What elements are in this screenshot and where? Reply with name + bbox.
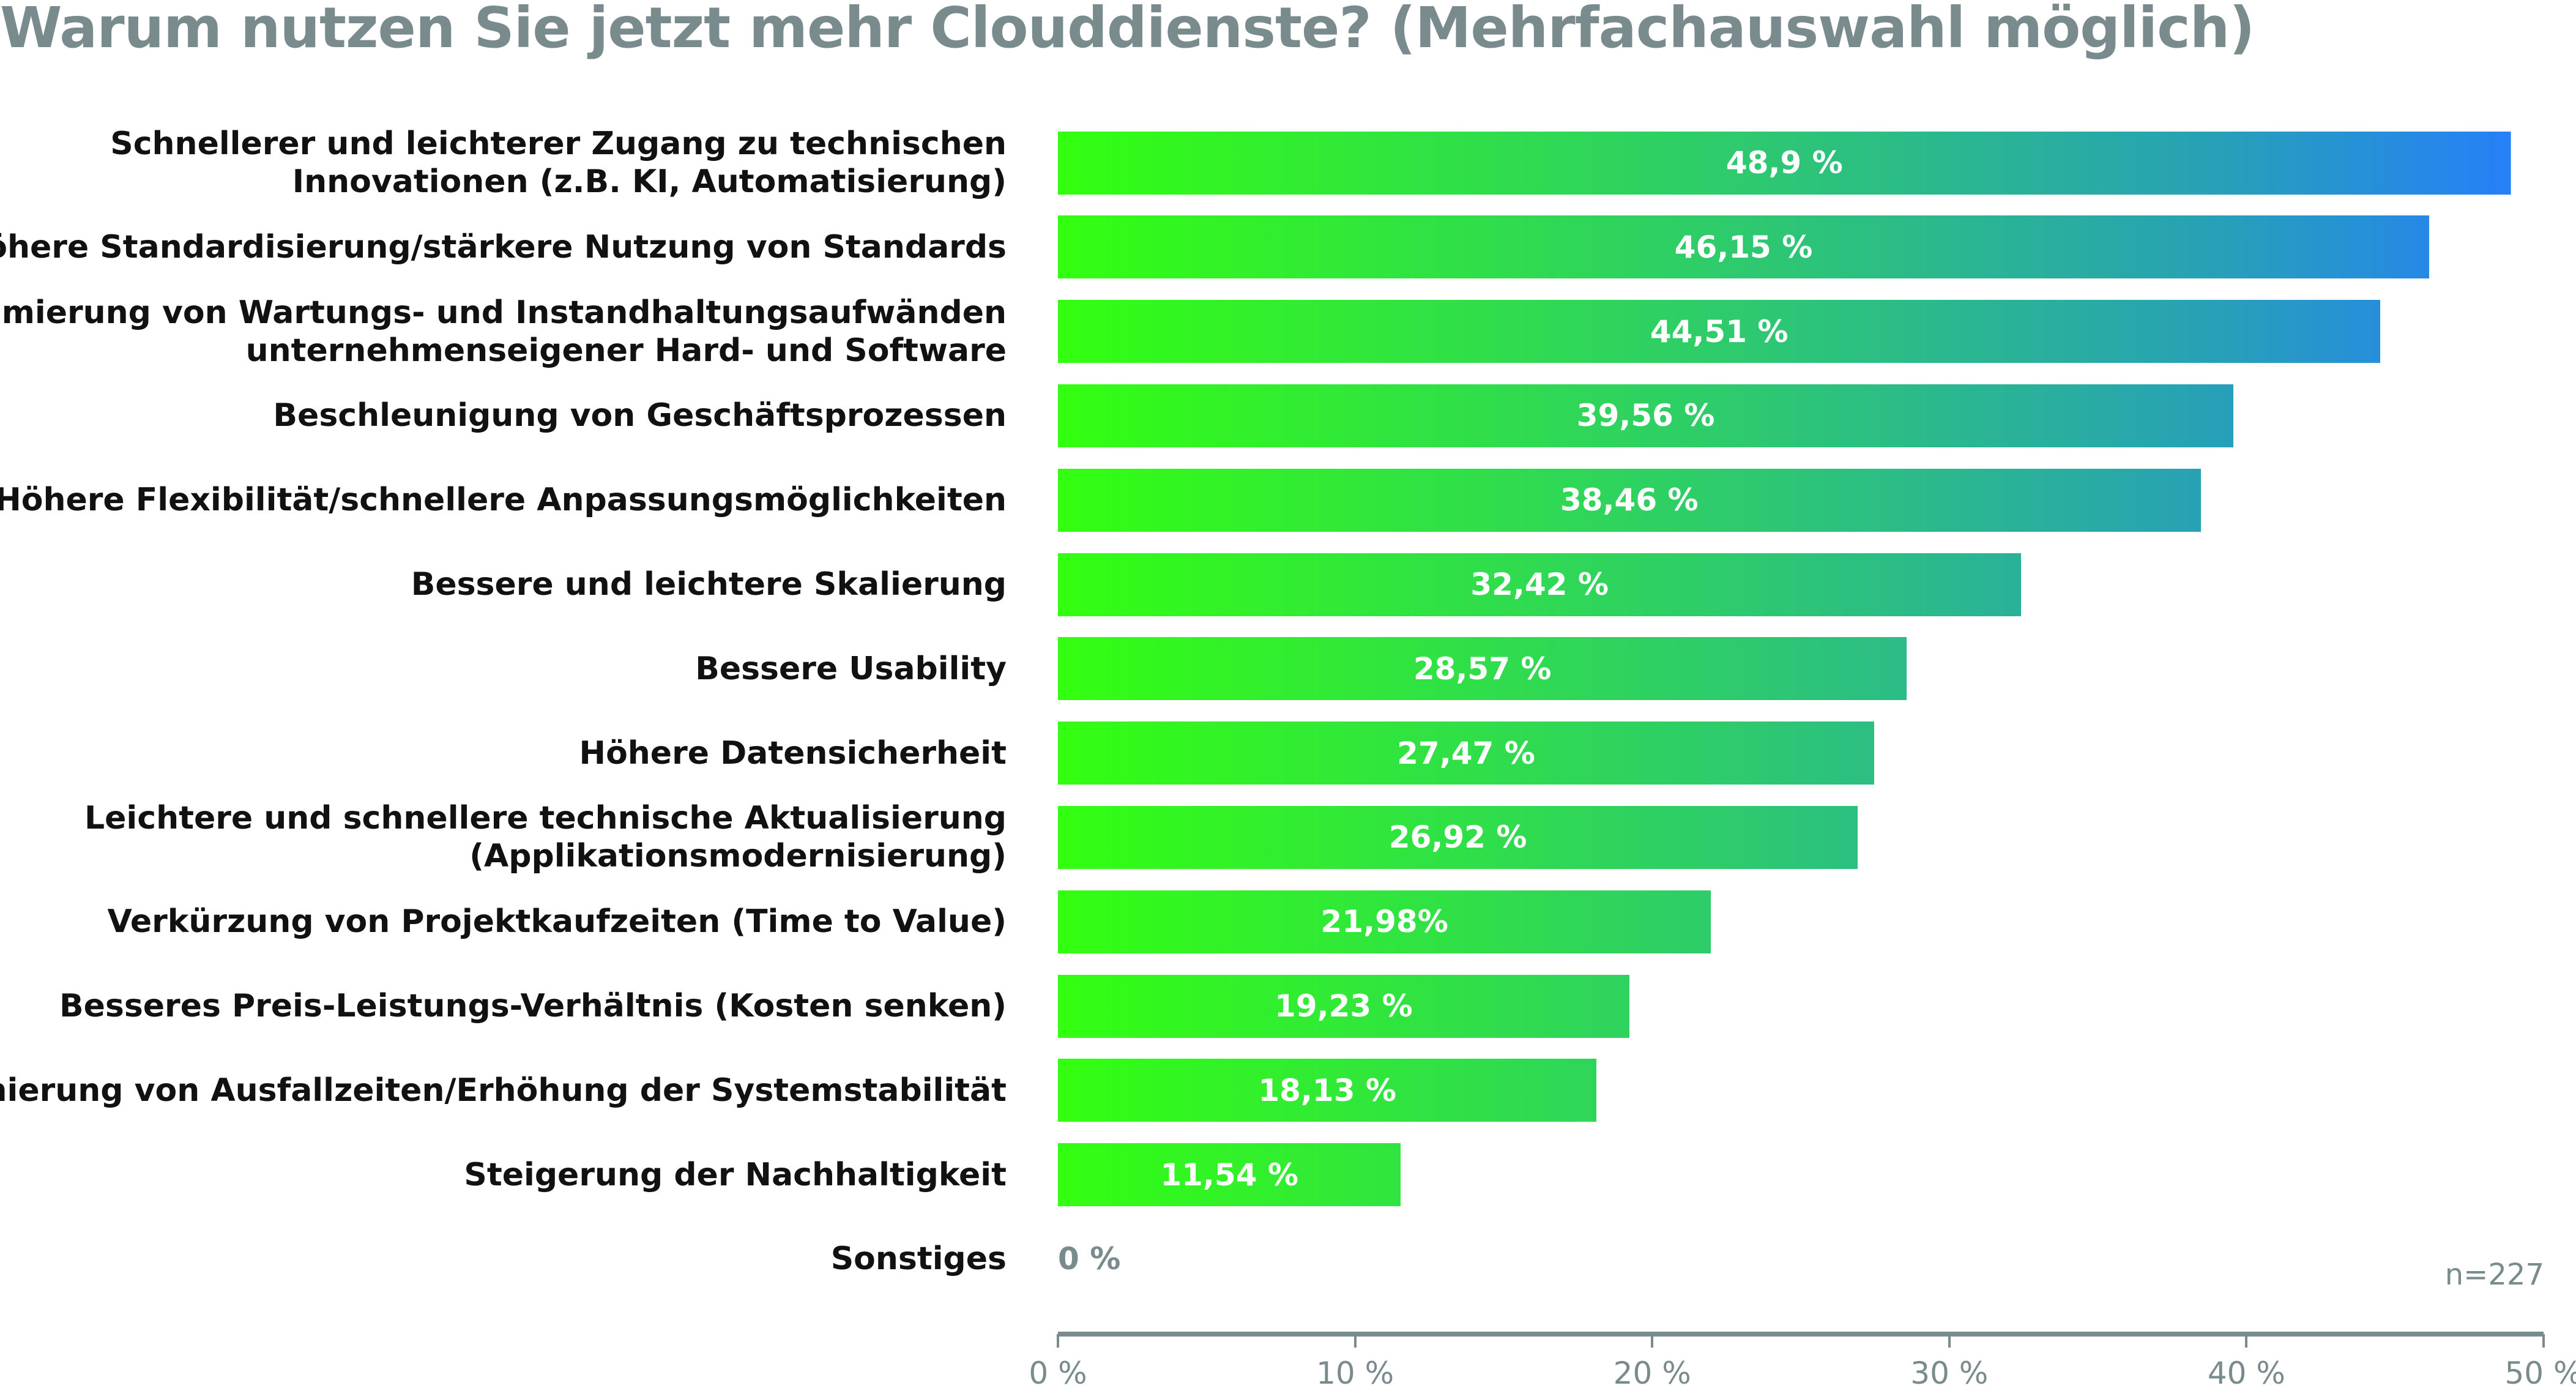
bar	[1058, 890, 1711, 953]
category-label: Minimierung von Wartungs- und Instandhal…	[0, 294, 1007, 370]
sample-size-annotation: n=227	[2444, 1258, 2544, 1292]
category-label-line: Leichtere und schnellere technische Aktu…	[84, 800, 1007, 837]
data-label: 46,15 %	[1674, 229, 1813, 265]
data-label: 19,23 %	[1275, 988, 1413, 1024]
bar	[1058, 215, 2430, 279]
bar	[1058, 974, 1629, 1038]
category-label-line: Innovationen (z.B. KI, Automatisierung)	[292, 163, 1007, 200]
category-label-line: Minimierung von Ausfallzeiten/Erhöhung d…	[0, 1072, 1007, 1109]
data-label: 39,56 %	[1576, 398, 1715, 434]
x-tick	[1651, 1334, 1654, 1348]
bar	[1058, 1143, 1401, 1207]
bar	[1058, 1059, 1597, 1122]
category-label-line: Schnellerer und leichterer Zugang zu tec…	[110, 125, 1007, 162]
x-tick	[2245, 1334, 2248, 1348]
data-label: 48,9 %	[1725, 145, 1843, 181]
category-label-line: Verkürzung von Projektkaufzeiten (Time t…	[107, 903, 1007, 941]
data-label: 44,51 %	[1650, 313, 1789, 349]
category-label: Verkürzung von Projektkaufzeiten (Time t…	[107, 903, 1007, 941]
category-label: Höhere Standardisierung/stärkere Nutzung…	[0, 228, 1007, 266]
x-tick	[2542, 1334, 2545, 1348]
data-label: 27,47 %	[1397, 735, 1535, 771]
bar	[1058, 637, 1907, 701]
category-label-line: Höhere Flexibilität/schnellere Anpassung…	[0, 482, 1007, 519]
x-tick-label: 20 %	[1613, 1356, 1691, 1391]
category-label: Steigerung der Nachhaltigkeit	[464, 1156, 1007, 1194]
category-label: Schnellerer und leichterer Zugang zu tec…	[110, 125, 1007, 201]
bar	[1058, 300, 2381, 364]
bar	[1058, 468, 2201, 532]
category-label-line: Bessere Usability	[695, 650, 1007, 687]
chart-title: Warum nutzen Sie jetzt mehr Clouddienste…	[0, 0, 2255, 61]
x-tick	[1057, 1334, 1059, 1348]
x-axis-line	[1058, 1332, 2544, 1337]
category-label: Leichtere und schnellere technische Aktu…	[84, 799, 1007, 875]
data-label: 11,54 %	[1160, 1157, 1299, 1193]
category-label-line: Bessere und leichtere Skalierung	[411, 566, 1007, 603]
bar	[1058, 131, 2511, 195]
category-label-line: Beschleunigung von Geschäftsprozessen	[273, 397, 1007, 434]
x-tick-label: 0 %	[1029, 1356, 1087, 1391]
category-label: Höhere Datensicherheit	[579, 734, 1007, 772]
category-label-line: Steigerung der Nachhaltigkeit	[464, 1156, 1007, 1193]
data-label: 0 %	[1058, 1241, 1121, 1277]
category-label-line: (Applikationsmodernisierung)	[469, 838, 1007, 875]
category-label-line: unternehmenseigener Hard- und Software	[245, 332, 1007, 369]
category-label: Sonstiges	[831, 1240, 1007, 1278]
bar	[1058, 384, 2234, 447]
category-label-line: Höhere Datensicherheit	[579, 734, 1007, 772]
category-label: Bessere und leichtere Skalierung	[411, 565, 1007, 603]
x-tick	[1948, 1334, 1951, 1348]
category-label: Bessere Usability	[695, 650, 1007, 688]
category-label-line: Besseres Preis-Leistungs-Verhältnis (Kos…	[59, 988, 1007, 1024]
data-label: 32,42 %	[1470, 567, 1609, 602]
x-tick-label: 40 %	[2207, 1356, 2285, 1391]
category-label-line: Höhere Standardisierung/stärkere Nutzung…	[0, 228, 1007, 266]
x-tick-label: 50 %	[2504, 1356, 2576, 1391]
category-label: Höhere Flexibilität/schnellere Anpassung…	[0, 481, 1007, 519]
data-label: 21,98%	[1320, 904, 1448, 940]
category-label-line: Minimierung von Wartungs- und Instandhal…	[0, 294, 1007, 331]
data-label: 26,92 %	[1388, 819, 1527, 856]
category-label: Minimierung von Ausfallzeiten/Erhöhung d…	[0, 1072, 1007, 1109]
data-label: 38,46 %	[1560, 482, 1699, 518]
x-tick-label: 30 %	[1910, 1356, 1989, 1391]
category-label: Beschleunigung von Geschäftsprozessen	[273, 397, 1007, 434]
bar	[1058, 722, 1874, 785]
bar	[1058, 805, 1858, 869]
category-label: Besseres Preis-Leistungs-Verhältnis (Kos…	[59, 987, 1007, 1025]
x-tick	[1353, 1334, 1357, 1348]
x-tick-label: 10 %	[1316, 1356, 1394, 1391]
data-label: 18,13 %	[1258, 1072, 1397, 1108]
bar	[1058, 553, 2022, 616]
data-label: 28,57 %	[1413, 651, 1552, 687]
category-label-line: Sonstiges	[830, 1240, 1007, 1278]
